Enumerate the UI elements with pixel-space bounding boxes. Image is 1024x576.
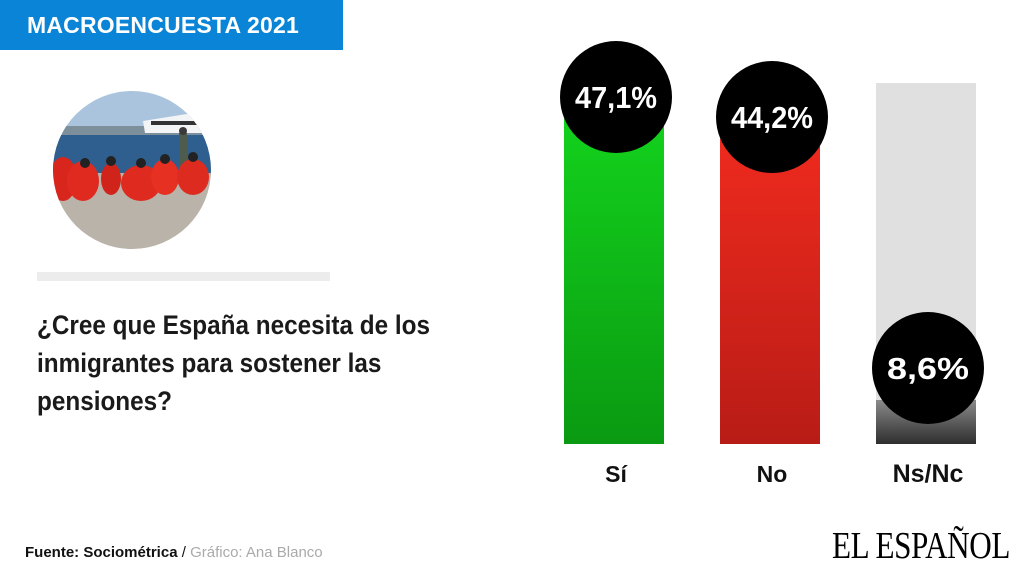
chart-credit: Gráfico: Ana Blanco bbox=[190, 544, 323, 561]
value-label-ns-nc: 8,6% bbox=[887, 351, 969, 386]
source-separator: / bbox=[177, 544, 191, 561]
value-label-si: 47,1% bbox=[575, 80, 657, 115]
category-label-ns-nc: Ns/Nc bbox=[893, 460, 964, 488]
source-label: Fuente: Sociométrica bbox=[25, 544, 178, 561]
value-bubble-si bbox=[560, 41, 672, 154]
value-bubble-ns-nc bbox=[872, 312, 984, 424]
bar-no bbox=[720, 139, 820, 444]
bar-si bbox=[564, 119, 664, 444]
el-espanol-logo: EL ESPAÑOL bbox=[832, 525, 1010, 567]
divider bbox=[37, 272, 330, 281]
category-label-no: No bbox=[757, 461, 788, 487]
value-label-no: 44,2% bbox=[731, 100, 813, 135]
value-bubble-no bbox=[716, 61, 828, 174]
category-label-si: Sí bbox=[605, 461, 628, 487]
source-line: Fuente: Sociométrica / Gráfico: Ana Blan… bbox=[25, 544, 323, 561]
survey-question: ¿Cree que España necesita de los inmigra… bbox=[37, 310, 431, 416]
survey-badge: MACROENCUESTA 2021 bbox=[0, 0, 343, 50]
